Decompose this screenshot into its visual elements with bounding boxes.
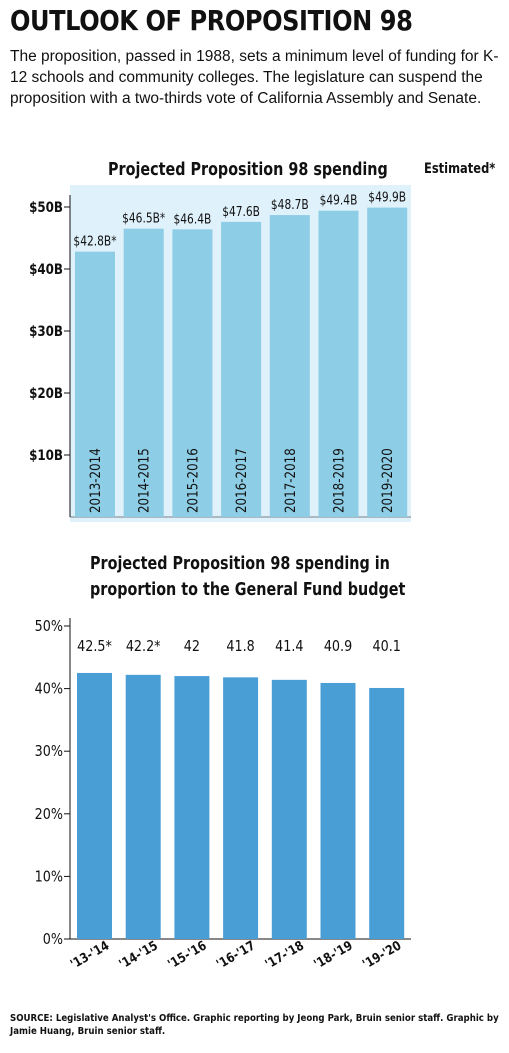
chart1-category-label: 2013-2014 (88, 448, 104, 513)
chart1-bar (75, 251, 115, 517)
chart1-data-label: $48.7B (271, 197, 309, 212)
chart2-bar (125, 674, 161, 939)
chart2-category-label: '15-'16 (165, 938, 209, 972)
chart2-y-tick-label: 10% (35, 868, 63, 885)
chart2-data-label: 41.8 (226, 638, 254, 655)
chart1-category-label: 2015-2016 (186, 448, 202, 513)
chart2-category-label: '19-'20 (360, 938, 404, 972)
chart1-bar (172, 229, 213, 517)
chart2-y-tick-label: 30% (35, 743, 63, 760)
chart2-category-label: '18-'19 (311, 938, 355, 972)
chart1-category-label: 2017-2018 (283, 448, 299, 513)
chart2-title-line-2: proportion to the General Fund budget (90, 580, 406, 600)
chart1-bar (221, 221, 262, 517)
chart1-y-tick-label: $20B (29, 386, 63, 402)
chart2-bar (369, 687, 405, 939)
chart1-data-label: $47.6B (222, 204, 260, 219)
chart1-bar (367, 207, 408, 517)
proportion-bar-chart: 0% 10% 20% 30% 40% 50% 42.5* '13-'14 42.2* '14-'1… (35, 618, 411, 972)
chart2-y-tick-label: 40% (35, 681, 63, 698)
chart2-category-label: '17-'18 (262, 938, 306, 972)
chart2-title: Projected Proposition 98 spending in pro… (90, 551, 405, 603)
chart2-category-label: '16-'17 (214, 938, 258, 972)
spending-bar-chart: $10B $20B $30B $40B $50B $42.8B* 2013-2014 $46.… (29, 185, 411, 522)
chart1-bar (318, 210, 359, 517)
chart2-y-tick-label: 0% (43, 931, 63, 948)
chart1-title: Projected Proposition 98 spending (108, 160, 388, 180)
chart2-data-label: 40.1 (373, 638, 401, 655)
chart2-y-tick-label: 20% (35, 806, 63, 823)
chart1-data-label: $46.5B* (122, 211, 165, 226)
chart2-bar (174, 676, 210, 939)
chart2-data-label: 42 (184, 638, 200, 655)
chart1-category-label: 2019-2020 (380, 448, 396, 513)
intro-paragraph: The proposition, passed in 1988, sets a … (10, 48, 499, 107)
chart1-y-tick-label: $30B (29, 324, 63, 340)
chart1-category-label: 2014-2015 (137, 448, 153, 513)
chart2-data-label: 42.2* (126, 638, 161, 655)
chart1-y-tick-label: $50B (29, 200, 63, 216)
chart2-data-label: 41.4 (275, 638, 303, 655)
chart1-category-label: 2018-2019 (332, 448, 348, 513)
chart2-data-label: 42.5* (77, 638, 112, 655)
estimated-note: Estimated* (424, 161, 496, 177)
chart2-category-label: '13-'14 (68, 938, 112, 972)
chart2-data-label: 40.9 (324, 638, 352, 655)
chart1-category-label: 2016-2017 (234, 448, 250, 513)
chart2-category-label: '14-'15 (116, 938, 160, 972)
chart1-data-label: $42.8B* (73, 234, 116, 249)
chart1-bar (269, 215, 310, 517)
chart1-data-label: $46.4B (173, 211, 211, 226)
chart2-title-line-1: Projected Proposition 98 spending in (90, 554, 390, 574)
chart1-data-label: $49.4B (320, 193, 358, 208)
chart2-bar (320, 682, 356, 939)
chart1-y-tick-label: $10B (29, 448, 63, 464)
headline: OUTLOOK OF PROPOSITION 98 (10, 4, 413, 37)
chart2-bar (77, 672, 112, 939)
chart2-bar (223, 677, 259, 939)
chart2-bar (271, 679, 307, 939)
chart1-y-tick-label: $40B (29, 262, 63, 278)
chart2-y-tick-label: 50% (35, 618, 63, 635)
source-footer: SOURCE: Legislative Analyst's Office. Gr… (10, 1013, 499, 1037)
chart1-bar (123, 228, 164, 517)
chart1-data-label: $49.9B (368, 190, 406, 205)
